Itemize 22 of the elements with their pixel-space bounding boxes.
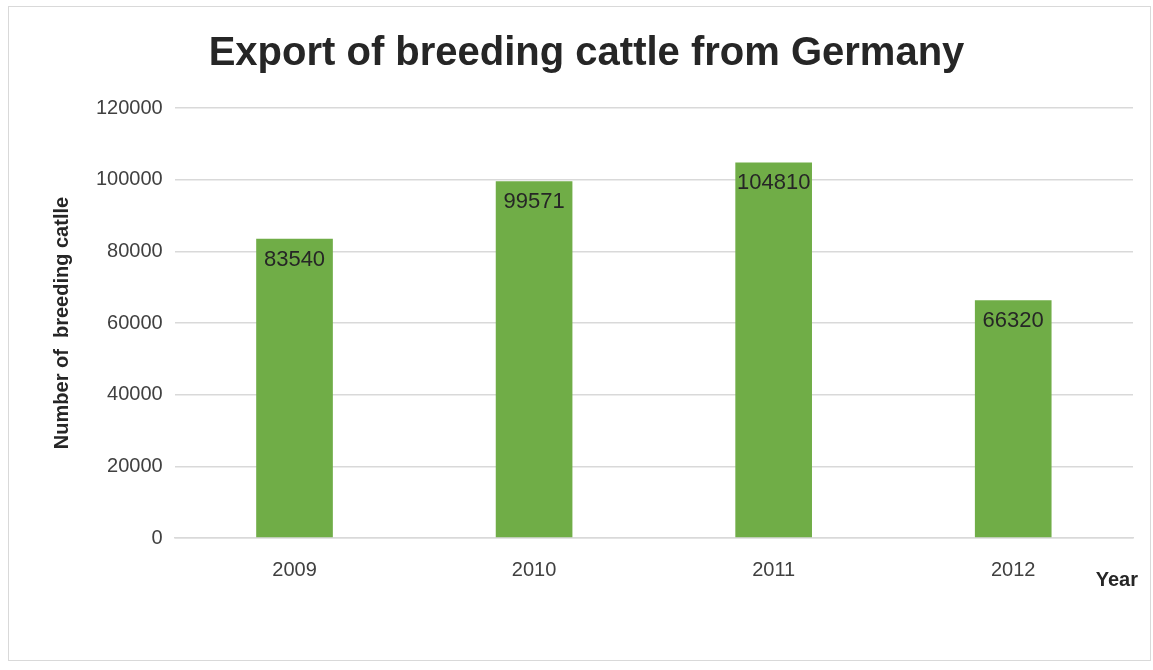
y-tick-label: 80000 bbox=[107, 238, 163, 261]
y-tick-label: 40000 bbox=[107, 382, 163, 405]
x-tick-label: 2010 bbox=[511, 557, 557, 580]
y-axis-title: Number of breeding catlle bbox=[49, 196, 72, 450]
x-tick-label: 2012 bbox=[990, 557, 1036, 580]
bar bbox=[495, 181, 573, 538]
x-axis-title: Year bbox=[1095, 567, 1139, 590]
chart-title: Export of breeding cattle from Germany bbox=[208, 29, 966, 74]
y-tick-label: 0 bbox=[151, 525, 163, 548]
y-tick-label: 120000 bbox=[95, 95, 163, 118]
y-tick-label: 20000 bbox=[107, 453, 163, 476]
data-label: 83540 bbox=[263, 245, 326, 271]
data-label: 99571 bbox=[503, 188, 565, 214]
y-tick-label: 100000 bbox=[95, 167, 163, 190]
data-label: 104810 bbox=[736, 169, 811, 195]
bar bbox=[735, 162, 812, 538]
y-tick-label: 60000 bbox=[107, 310, 163, 333]
bar bbox=[974, 300, 1052, 538]
bar bbox=[256, 238, 333, 538]
x-tick-label: 2011 bbox=[752, 557, 796, 580]
x-tick-label: 2009 bbox=[272, 557, 317, 580]
data-label: 66320 bbox=[982, 307, 1044, 333]
